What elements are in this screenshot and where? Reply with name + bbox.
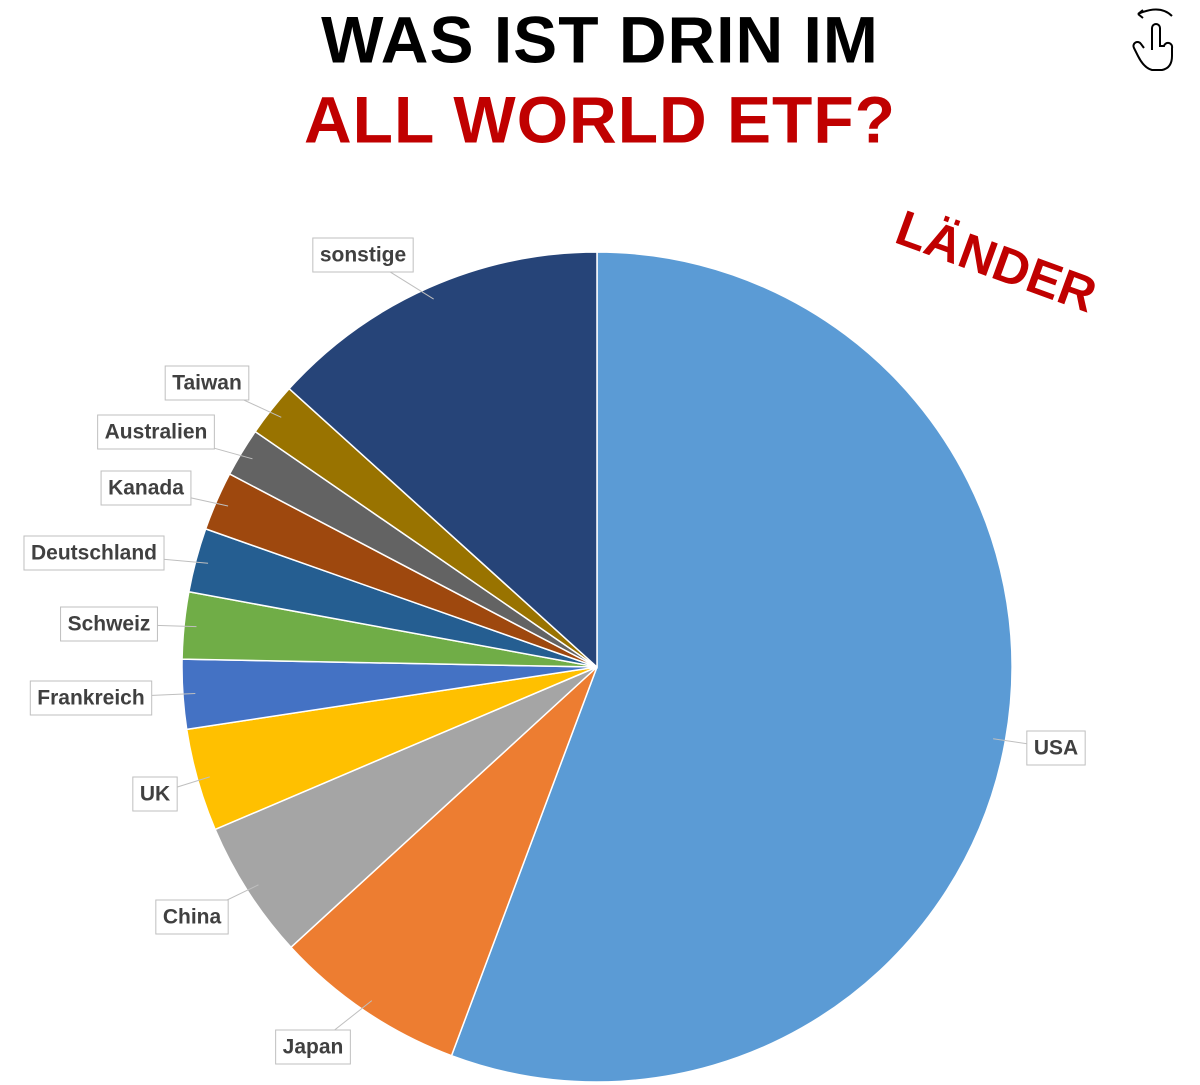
data-label: Kanada bbox=[108, 477, 184, 500]
label-box bbox=[164, 365, 250, 401]
data-label-group: Deutschland bbox=[23, 535, 165, 571]
label-box bbox=[60, 606, 158, 642]
data-label-group: Taiwan bbox=[164, 365, 250, 401]
label-box bbox=[1026, 730, 1086, 766]
data-label: Japan bbox=[283, 1036, 344, 1059]
pie bbox=[181, 251, 1013, 1083]
data-label: Schweiz bbox=[68, 613, 151, 636]
data-label-group: UK bbox=[132, 776, 178, 812]
pie-slice bbox=[288, 251, 598, 669]
label-box bbox=[100, 470, 192, 506]
swipe-icon bbox=[1132, 8, 1174, 71]
data-label-group: Kanada bbox=[100, 470, 192, 506]
data-label: Taiwan bbox=[172, 372, 242, 395]
label-box bbox=[312, 237, 414, 273]
chart-subtitle: ALL WORLD ETF? bbox=[304, 82, 896, 156]
data-label-group: Frankreich bbox=[29, 680, 153, 716]
annotation: LÄNDER bbox=[889, 199, 1104, 323]
data-label-group: China bbox=[155, 899, 229, 935]
label-box bbox=[97, 414, 215, 450]
label-box bbox=[132, 776, 178, 812]
chart-title: WAS IST DRIN IM bbox=[321, 2, 879, 76]
label-box bbox=[29, 680, 153, 716]
label-box bbox=[155, 899, 229, 935]
data-label-group: sonstige bbox=[312, 237, 414, 273]
data-label-group: USA bbox=[1026, 730, 1086, 766]
data-label: UK bbox=[140, 783, 170, 806]
data-label-group: Australien bbox=[97, 414, 215, 450]
label-box bbox=[275, 1029, 351, 1065]
data-label: sonstige bbox=[320, 244, 406, 267]
data-label: Frankreich bbox=[37, 687, 144, 710]
pie-slice bbox=[289, 666, 598, 1057]
data-label: Australien bbox=[105, 421, 208, 444]
data-label: China bbox=[163, 906, 222, 929]
labels: USA Japan China UK Frankreich Schweiz Deutschl… bbox=[23, 237, 1086, 1065]
data-label-group: Japan bbox=[275, 1029, 351, 1065]
label-box bbox=[23, 535, 165, 571]
data-label: USA bbox=[1034, 737, 1078, 760]
data-label: Deutschland bbox=[31, 542, 157, 565]
data-label-group: Schweiz bbox=[60, 606, 158, 642]
pie-slice bbox=[214, 666, 598, 949]
